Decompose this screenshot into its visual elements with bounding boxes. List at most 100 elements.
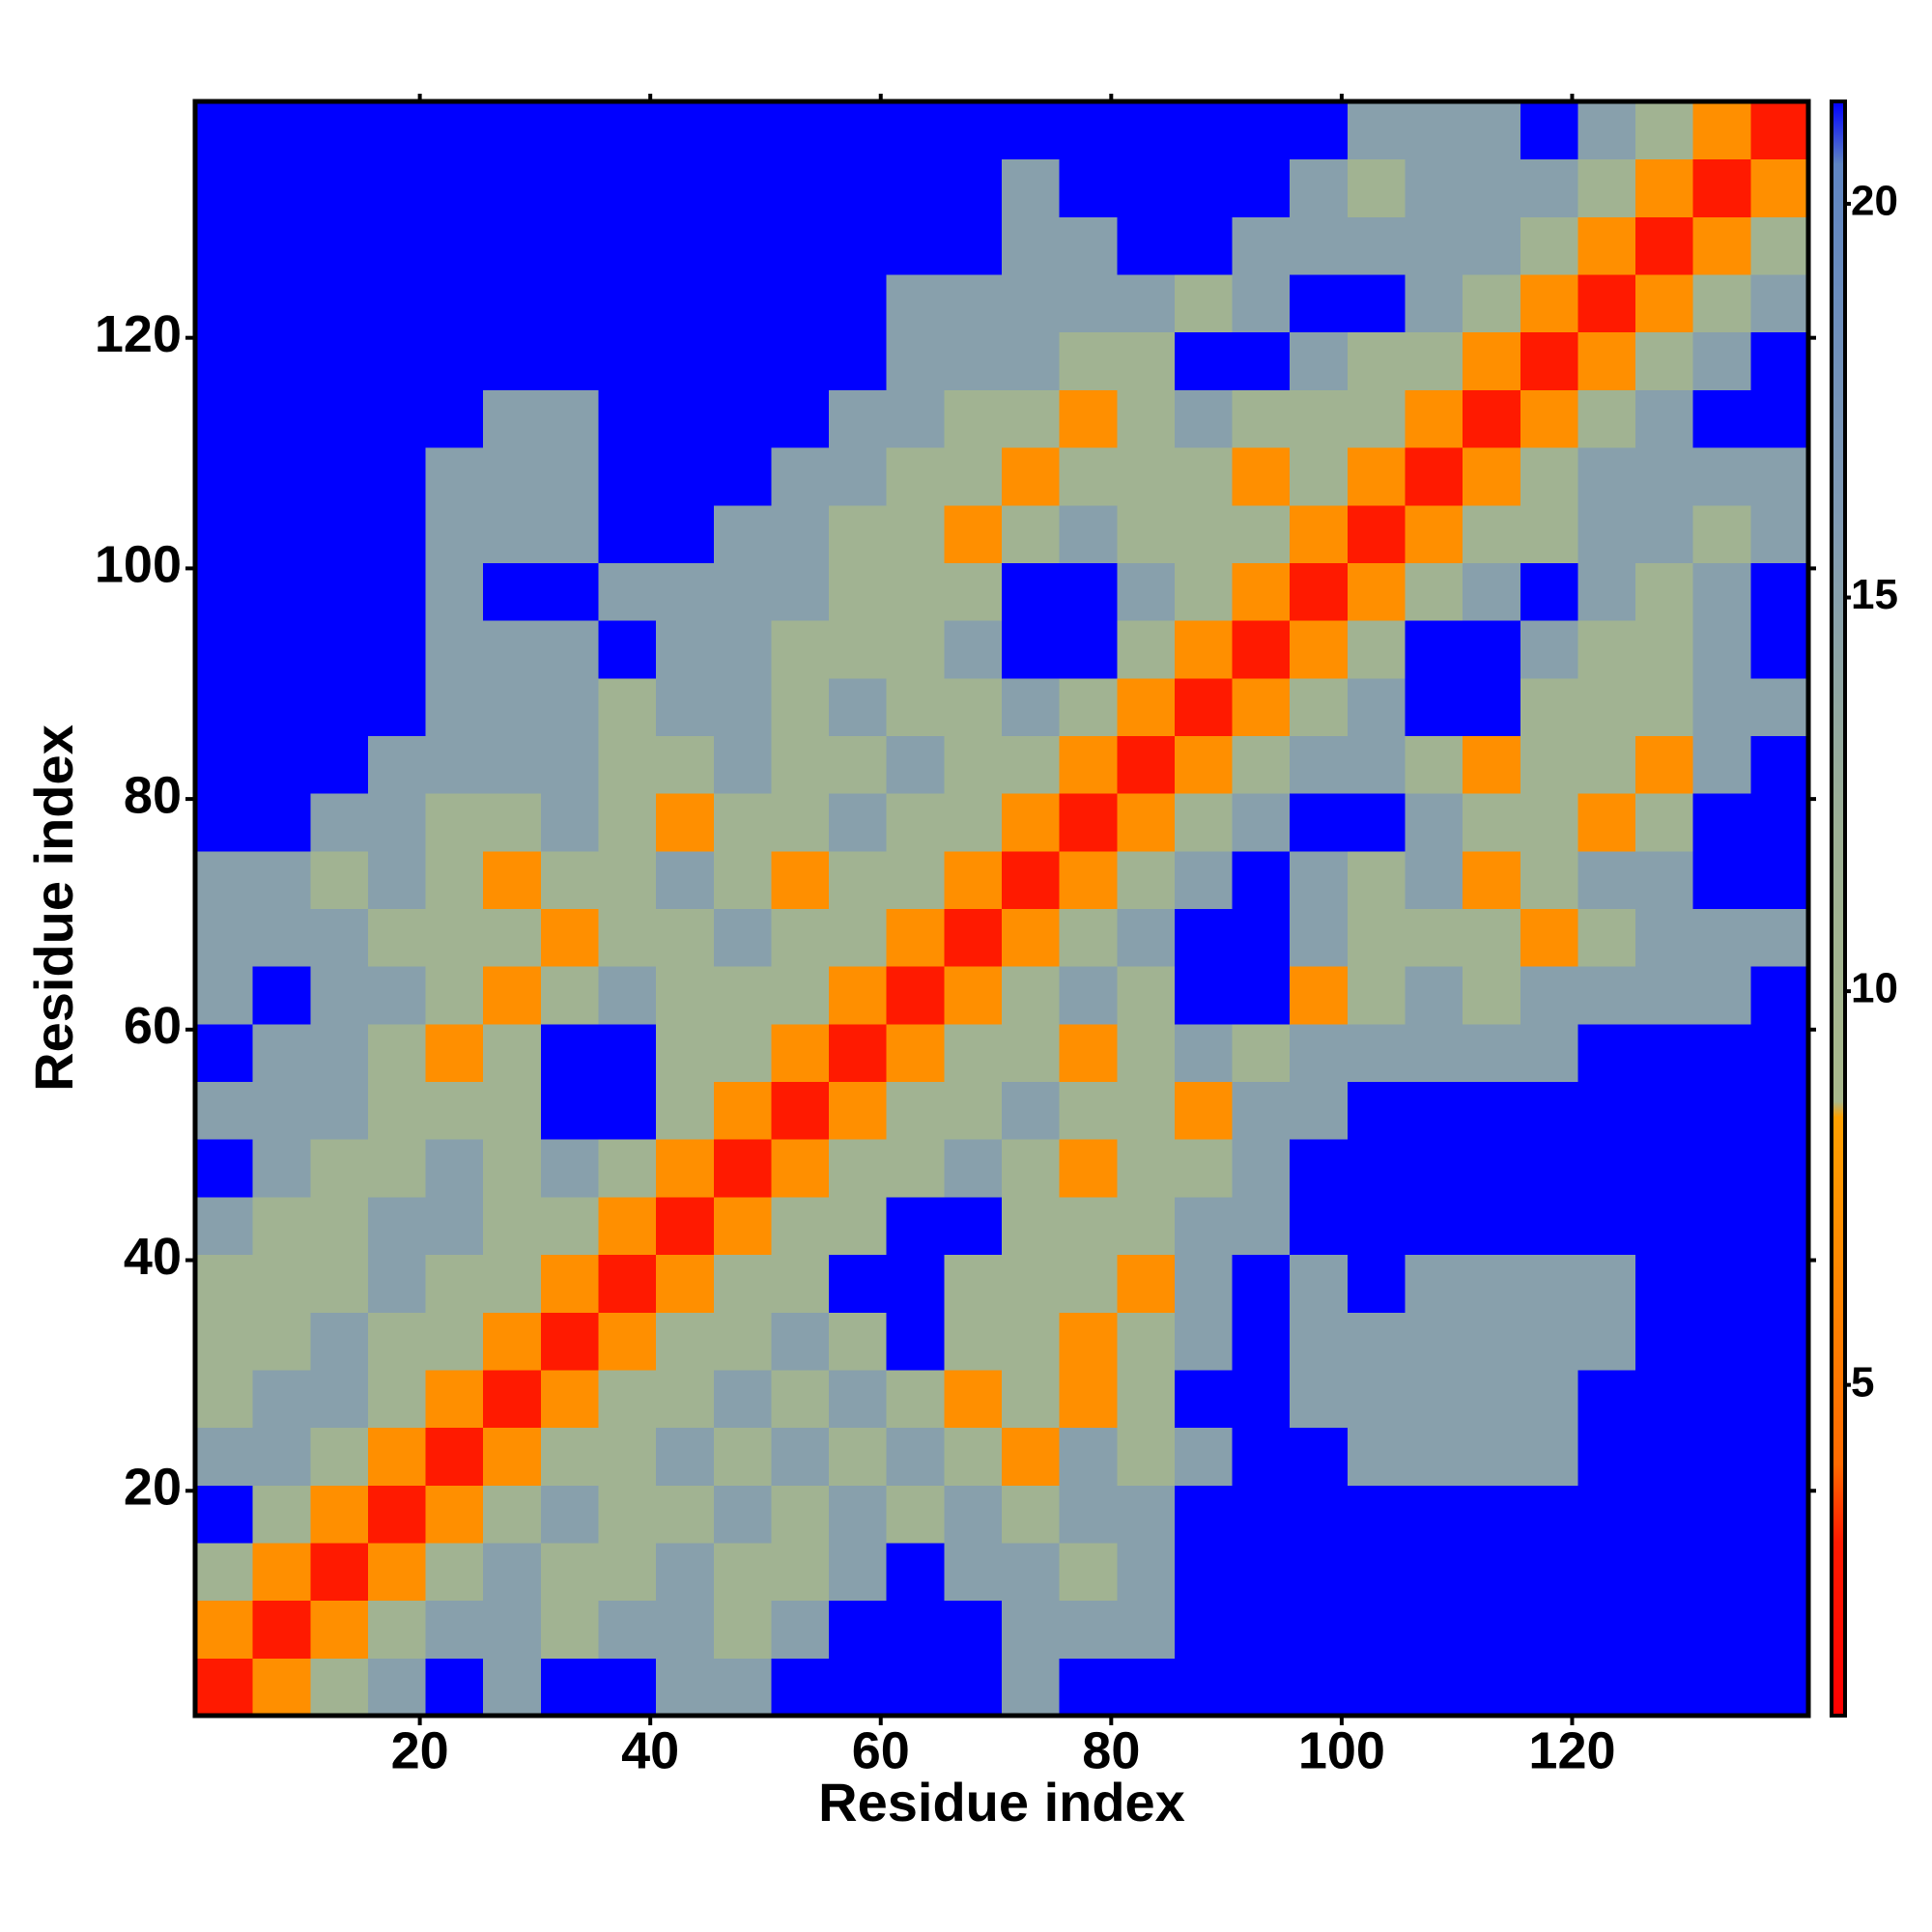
cell: [1635, 562, 1694, 621]
cell: [540, 620, 599, 679]
cell: [425, 101, 484, 160]
cell: [1463, 1023, 1521, 1083]
cell: [1635, 1485, 1694, 1544]
cell: [1463, 216, 1521, 275]
cell: [829, 1600, 888, 1659]
cell: [1117, 966, 1176, 1025]
cell: [1117, 620, 1176, 679]
cell: [1463, 1139, 1521, 1198]
cell: [1520, 966, 1578, 1025]
cell: [1463, 1427, 1521, 1486]
cell: [1405, 1658, 1463, 1717]
cell: [944, 447, 1003, 506]
cell: [483, 1427, 542, 1486]
cell: [656, 1081, 715, 1140]
cell: [1290, 1542, 1349, 1602]
cell: [252, 562, 311, 621]
cell: [1059, 1427, 1118, 1486]
cell: [310, 1081, 369, 1140]
cell: [1520, 1196, 1578, 1256]
cell: [1577, 101, 1636, 160]
cell: [1059, 389, 1118, 448]
cell: [1750, 1081, 1809, 1140]
cell: [598, 562, 657, 621]
cell: [1520, 1369, 1578, 1429]
cell: [829, 447, 888, 506]
cell: [598, 216, 657, 275]
cell: [886, 1427, 945, 1486]
cell: [540, 966, 599, 1025]
cell: [1059, 562, 1118, 621]
cell: [425, 793, 484, 852]
cell: [1635, 1081, 1694, 1140]
cell: [1002, 908, 1061, 967]
cell: [1290, 850, 1349, 909]
cell: [598, 1139, 657, 1198]
cell: [1347, 1023, 1406, 1083]
cell: [1520, 1600, 1578, 1659]
cell: [829, 1485, 888, 1544]
cell: [1750, 1023, 1809, 1083]
cell: [1059, 620, 1118, 679]
cell: [713, 1312, 772, 1371]
cell: [771, 1139, 830, 1198]
cell: [944, 101, 1003, 160]
cell: [1174, 735, 1234, 794]
cell: [1174, 389, 1234, 448]
cell: [1059, 1196, 1118, 1256]
cell: [540, 331, 599, 390]
cell: [656, 331, 715, 390]
cell: [1002, 1369, 1061, 1429]
cell: [1635, 1196, 1694, 1256]
cell: [656, 389, 715, 448]
cell: [1750, 966, 1809, 1025]
cell: [540, 1081, 599, 1140]
cell: [252, 1139, 311, 1198]
cell: [598, 1254, 657, 1313]
cell: [195, 274, 254, 333]
cell: [1463, 1658, 1521, 1717]
cell: [829, 1427, 888, 1486]
cell: [1059, 1023, 1118, 1083]
cell: [1002, 389, 1061, 448]
cell: [540, 1542, 599, 1602]
cell: [1347, 274, 1406, 333]
cell: [829, 331, 888, 390]
cell: [310, 850, 369, 909]
cell: [886, 966, 945, 1025]
cell: [771, 101, 830, 160]
cell: [1405, 389, 1463, 448]
cell: [425, 1600, 484, 1659]
cell: [1059, 216, 1118, 275]
cell: [1692, 620, 1751, 679]
cell: [771, 1023, 830, 1083]
cell: [195, 331, 254, 390]
cell: [1174, 1081, 1234, 1140]
cell: [713, 1658, 772, 1717]
cell: [483, 1485, 542, 1544]
cell: [1577, 850, 1636, 909]
cell: [1577, 620, 1636, 679]
cell: [483, 216, 542, 275]
cell: [1117, 1600, 1176, 1659]
cell: [1117, 1312, 1176, 1371]
cell: [310, 216, 369, 275]
cell: [1174, 793, 1234, 852]
cell: [1520, 1023, 1578, 1083]
cell: [195, 1139, 254, 1198]
cell: [1463, 1196, 1521, 1256]
cell: [540, 1658, 599, 1717]
cell: [944, 1427, 1003, 1486]
cell: [425, 1139, 484, 1198]
cell: [1692, 850, 1751, 909]
cell: [886, 793, 945, 852]
cell: [1577, 274, 1636, 333]
cell: [829, 274, 888, 333]
cell: [944, 1254, 1003, 1313]
cell: [829, 966, 888, 1025]
cell: [771, 1600, 830, 1659]
cell: [367, 735, 427, 794]
cell: [540, 274, 599, 333]
cell: [1232, 158, 1291, 217]
cell: [540, 850, 599, 909]
